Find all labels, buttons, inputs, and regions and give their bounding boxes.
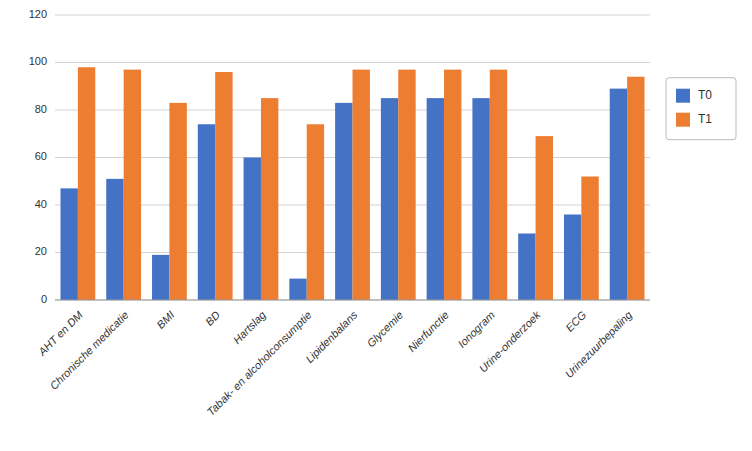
legend-frame xyxy=(666,78,736,140)
chart-container: 0 20 40 60 80 100 120 AHT en DMChronische medic… xyxy=(0,0,752,451)
y-tick-label: 100 xyxy=(29,55,47,67)
x-tick-label: AHT en DM xyxy=(35,308,85,358)
x-tick-label: Lipidenbalans xyxy=(303,308,360,365)
x-tick-label: Hartslag xyxy=(231,308,269,346)
legend-label: T0 xyxy=(698,88,712,102)
bar xyxy=(581,177,598,301)
x-tick-label: Urinezuurbepaling xyxy=(563,308,635,380)
bar xyxy=(124,70,141,300)
bar xyxy=(536,136,553,300)
x-tick-label: Ionogram xyxy=(456,309,497,350)
bar xyxy=(490,70,507,300)
legend-swatch xyxy=(676,113,690,127)
chart: 0 20 40 60 80 100 120 AHT en DMChronische medic… xyxy=(0,0,752,451)
bar xyxy=(398,70,415,300)
bar xyxy=(169,103,186,300)
bar xyxy=(564,215,581,301)
grid-line xyxy=(55,300,650,301)
x-tick-label: ECG xyxy=(563,308,589,334)
bar xyxy=(261,98,278,300)
bar xyxy=(381,98,398,300)
y-tick-label: 20 xyxy=(35,245,47,257)
x-tick-label: BMI xyxy=(154,309,176,331)
bar xyxy=(518,234,535,301)
bar xyxy=(307,124,324,300)
x-tick-label: BD xyxy=(203,309,222,328)
x-axis-line xyxy=(55,300,650,301)
legend-label: T1 xyxy=(698,112,712,126)
bar xyxy=(610,89,627,300)
grid-line xyxy=(55,15,650,16)
bar xyxy=(627,77,644,300)
bar xyxy=(78,67,95,300)
x-tick-label: Tabak- en alcoholconsumptie xyxy=(204,309,313,418)
y-tick-label: 60 xyxy=(35,150,47,162)
bar xyxy=(106,179,123,300)
grid-line xyxy=(55,62,650,63)
grid xyxy=(55,15,650,300)
x-tick-label: Glycemie xyxy=(364,309,405,350)
x-tick-label: Nierfunctie xyxy=(405,309,451,355)
bar xyxy=(335,103,352,300)
bar xyxy=(289,279,306,300)
bar xyxy=(60,188,77,300)
y-tick-label: 120 xyxy=(29,8,47,20)
y-tick-label: 40 xyxy=(35,198,47,210)
bar xyxy=(152,255,169,300)
bar xyxy=(244,158,261,301)
y-tick-label: 80 xyxy=(35,103,47,115)
bar xyxy=(472,98,489,300)
x-tick-label: Chronische medicatie xyxy=(47,309,130,392)
bar xyxy=(427,98,444,300)
bar xyxy=(198,124,215,300)
legend-swatch xyxy=(676,89,690,103)
bar xyxy=(353,70,370,300)
bar xyxy=(215,72,232,300)
x-tick-label: Urine-onderzoek xyxy=(477,308,543,374)
y-tick-label: 0 xyxy=(41,293,47,305)
bar xyxy=(444,70,461,300)
legend: T0 T1 xyxy=(666,78,736,140)
bars xyxy=(60,67,644,300)
